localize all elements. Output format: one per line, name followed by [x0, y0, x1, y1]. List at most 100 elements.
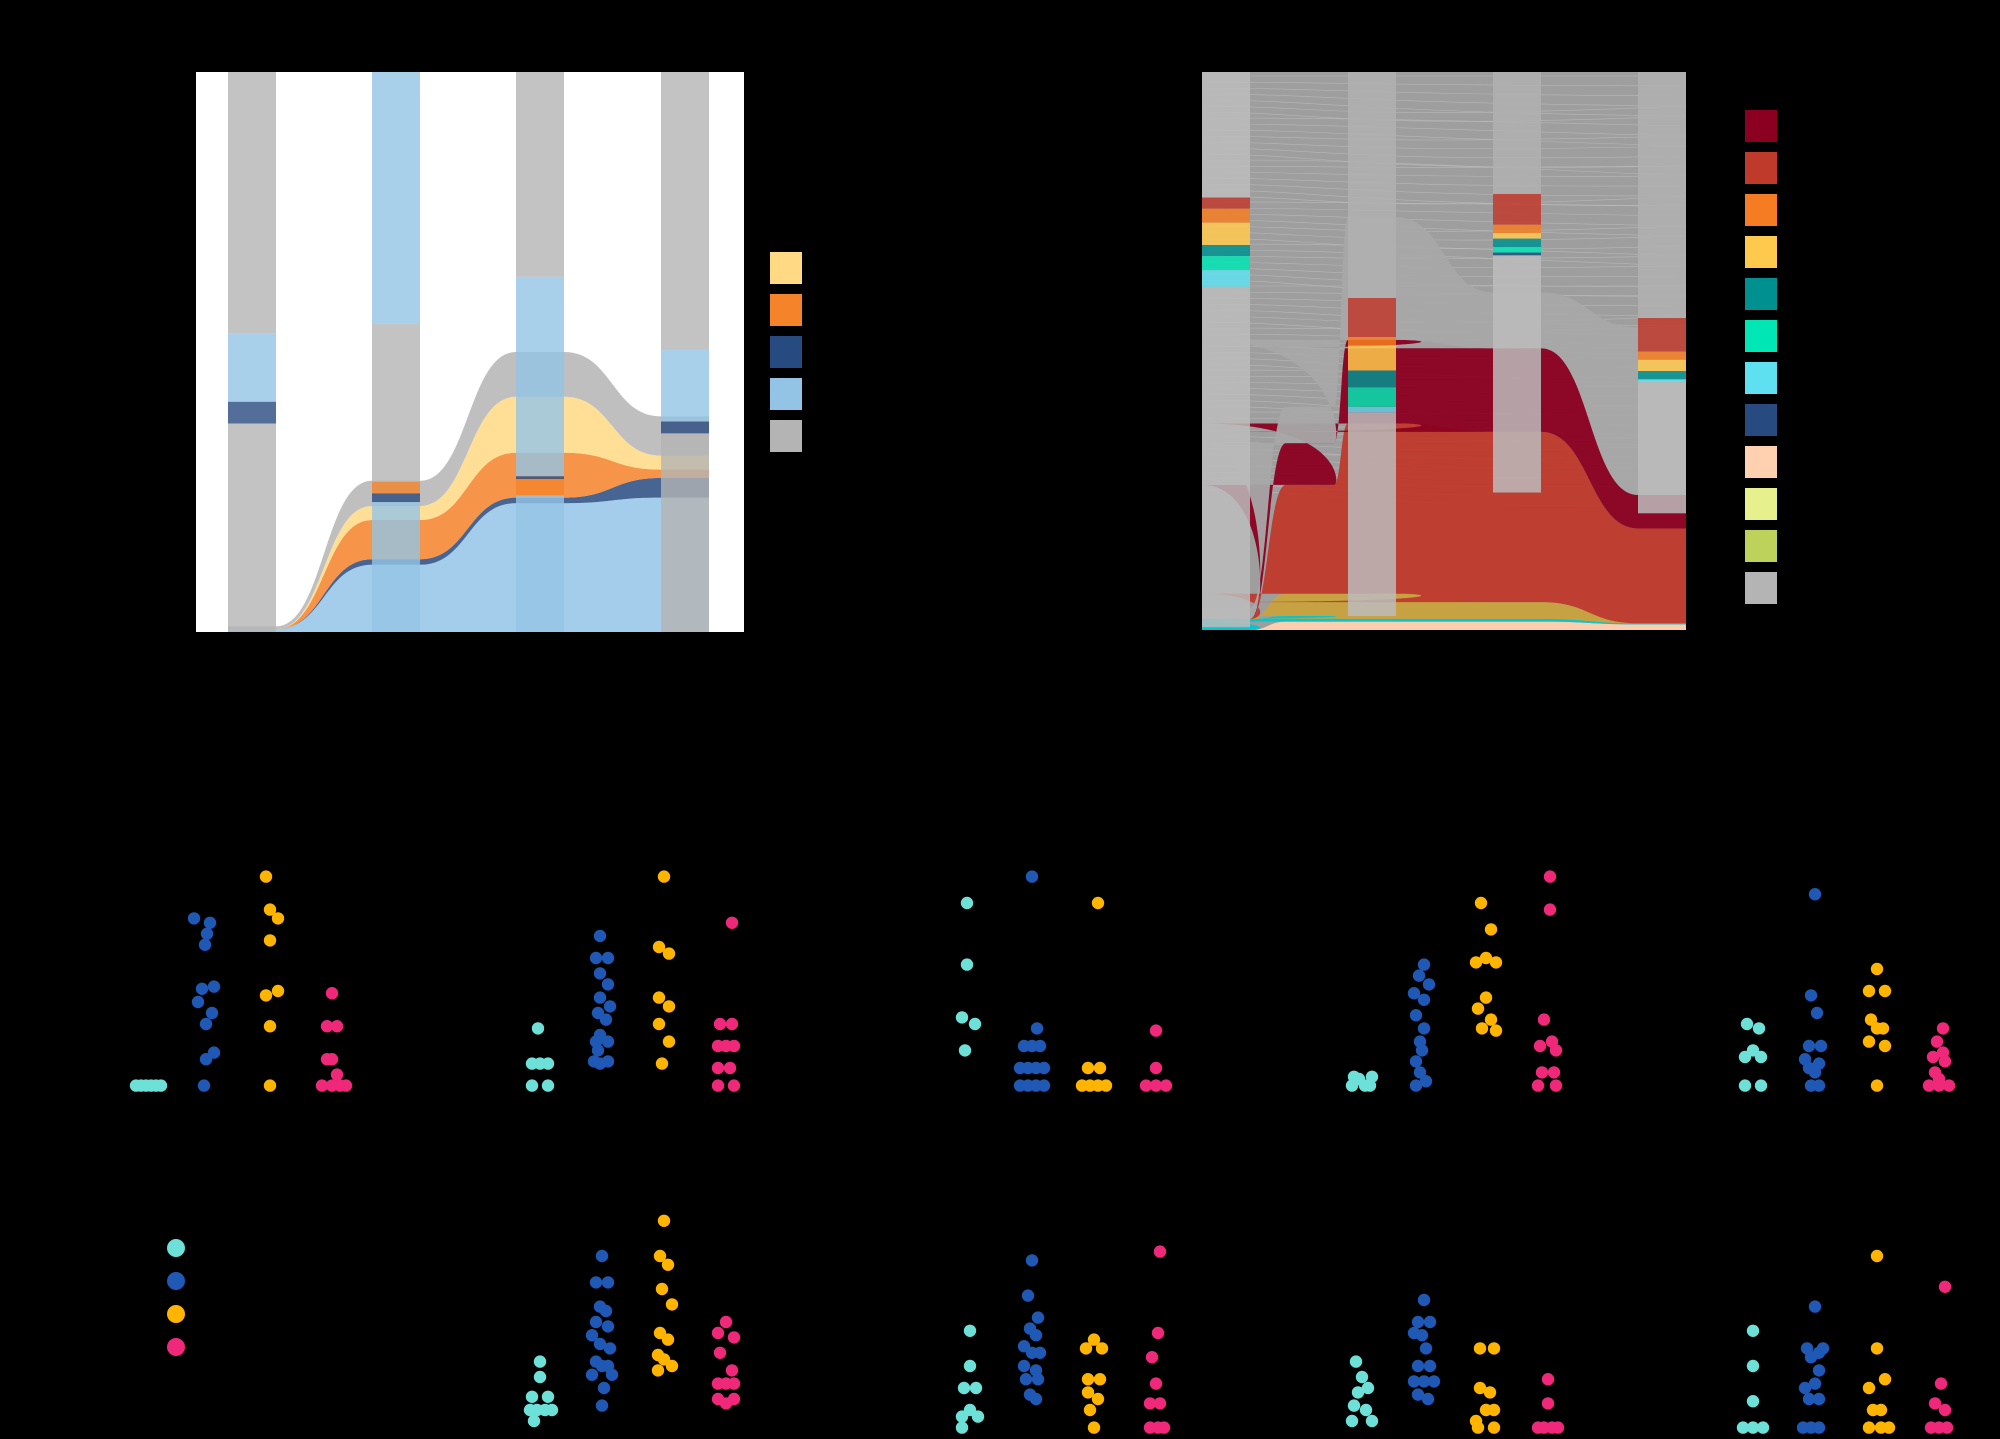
data-point-g2-8	[1882, 1421, 1896, 1434]
legend-dot-3	[167, 1338, 185, 1356]
data-point-g1-0	[593, 929, 607, 943]
data-point-g0-4	[1746, 1421, 1760, 1434]
data-point-g1-11	[1031, 1373, 1045, 1386]
data-point-g2-0	[1474, 896, 1488, 910]
legend-swatch-0	[1745, 110, 1777, 142]
scatter-plot-r0c3	[1340, 870, 1570, 1092]
data-point-g2-1	[1081, 1061, 1095, 1075]
data-point-g1-8	[1017, 1359, 1031, 1373]
panel-b-legend	[1745, 110, 1777, 604]
flow-band-3	[1202, 423, 1686, 624]
data-point-g1-3	[1816, 1342, 1830, 1355]
data-point-g1-2	[1810, 1006, 1824, 1020]
scatter-plot-r0c2	[948, 870, 1178, 1092]
data-point-g1-13	[585, 1368, 599, 1382]
stratum-col0-seg0	[228, 72, 276, 334]
data-point-g2-0	[1473, 1342, 1487, 1355]
data-point-g0-4	[541, 1079, 555, 1092]
data-point-g0-2	[1351, 1386, 1365, 1399]
data-point-g3-4	[1159, 1079, 1173, 1092]
data-point-g3-9	[727, 1079, 741, 1092]
data-point-g0-1	[1752, 1022, 1766, 1035]
data-point-g1-10	[199, 1053, 213, 1066]
data-point-g2-3	[1081, 1373, 1095, 1386]
data-point-g1-6	[191, 995, 205, 1009]
data-point-g3-7	[727, 1377, 741, 1390]
data-point-g1-12	[1037, 1079, 1051, 1092]
data-point-g3-6	[711, 1061, 725, 1075]
data-point-g1-9	[1812, 1392, 1826, 1406]
data-point-g2-2	[271, 912, 285, 925]
data-point-g3-6	[315, 1079, 329, 1092]
data-point-g2-8	[1475, 1022, 1489, 1035]
stratum-col0-seg3	[1202, 222, 1250, 245]
data-point-g1-8	[599, 1013, 613, 1026]
scatter-plot-r1c2	[948, 1245, 1178, 1434]
data-point-g2-6	[1099, 1079, 1113, 1092]
stratum-col2-seg2	[1493, 233, 1541, 239]
data-point-g1-8	[1808, 1066, 1822, 1079]
scatter-plot-r0c4	[1731, 888, 1961, 1092]
data-point-g2-6	[1862, 1035, 1876, 1048]
data-point-g1-5	[1812, 1364, 1826, 1377]
data-point-g0-0	[963, 1324, 977, 1338]
stratum-col0-seg3	[228, 423, 276, 632]
data-point-g2-0	[657, 1214, 671, 1228]
data-point-g0-3	[969, 1381, 983, 1395]
data-point-g0-5	[1756, 1421, 1770, 1434]
data-point-g1-16	[595, 1399, 609, 1412]
panel-a-legend	[770, 252, 802, 452]
data-point-g1-15	[597, 1381, 611, 1395]
stratum-col2-seg5	[1493, 252, 1541, 256]
panel-c-legend	[167, 1239, 185, 1356]
stratum-col2-seg1	[516, 276, 564, 477]
data-point-g1-9	[603, 1342, 617, 1355]
flow-band-1	[1202, 616, 1686, 630]
data-point-g1-0	[1808, 1300, 1822, 1313]
data-point-g3-0	[719, 1315, 733, 1329]
stratum-col2-seg0	[516, 72, 564, 277]
data-point-g1-3	[1407, 987, 1421, 1000]
data-point-g3-0	[725, 916, 739, 929]
data-point-g2-4	[662, 1000, 676, 1013]
data-point-g0-3	[533, 1057, 547, 1070]
stratum-col3-seg4	[1638, 379, 1686, 383]
data-point-g3-4	[325, 1053, 339, 1066]
data-point-g2-0	[1870, 1249, 1884, 1263]
panel-b-alluvial-chart	[1201, 72, 1687, 630]
stratum-col1-upper	[1348, 72, 1396, 298]
stratum-col0-seg6	[1202, 270, 1250, 287]
data-point-g3-1	[320, 1019, 334, 1033]
legend-dot-0	[167, 1239, 185, 1257]
data-point-g3-2	[725, 1017, 739, 1031]
data-point-g2-4	[665, 1298, 679, 1311]
data-point-g3-0	[325, 987, 339, 1000]
data-point-g1-1	[589, 1276, 603, 1289]
data-point-g2-7	[655, 1057, 669, 1070]
data-point-g2-3	[1479, 951, 1493, 965]
data-point-g2-6	[662, 1035, 676, 1048]
flow-band-5	[1202, 217, 1686, 619]
data-point-g1-8	[1415, 1044, 1429, 1057]
panel-a-alluvial-chart	[196, 72, 744, 632]
data-point-g2-9	[1489, 1024, 1503, 1037]
data-point-g2-0	[657, 870, 671, 883]
stratum-col0-seg2	[1202, 208, 1250, 223]
flow-band-2	[228, 452, 709, 630]
data-point-g1-10	[1019, 1373, 1033, 1386]
data-point-g2-2	[1095, 1342, 1109, 1355]
data-point-g0-3	[968, 1017, 982, 1031]
data-point-g1-7	[1423, 1359, 1437, 1373]
data-point-g2-8	[1087, 1421, 1101, 1434]
data-point-g3-9	[1549, 1079, 1563, 1092]
data-point-g2-5	[1081, 1386, 1095, 1399]
data-point-g0-7	[545, 1403, 559, 1417]
stratum-col2-seg4	[1493, 247, 1541, 253]
data-point-g1-4	[1033, 1039, 1047, 1053]
stratum-col2-seg3	[1493, 238, 1541, 248]
data-point-g3-9	[339, 1079, 353, 1092]
data-point-g3-7	[1547, 1066, 1561, 1079]
data-point-g1-5	[1419, 1342, 1433, 1355]
data-point-g0-5	[531, 1022, 545, 1035]
panel-c-scatter-grid	[124, 870, 1961, 1434]
